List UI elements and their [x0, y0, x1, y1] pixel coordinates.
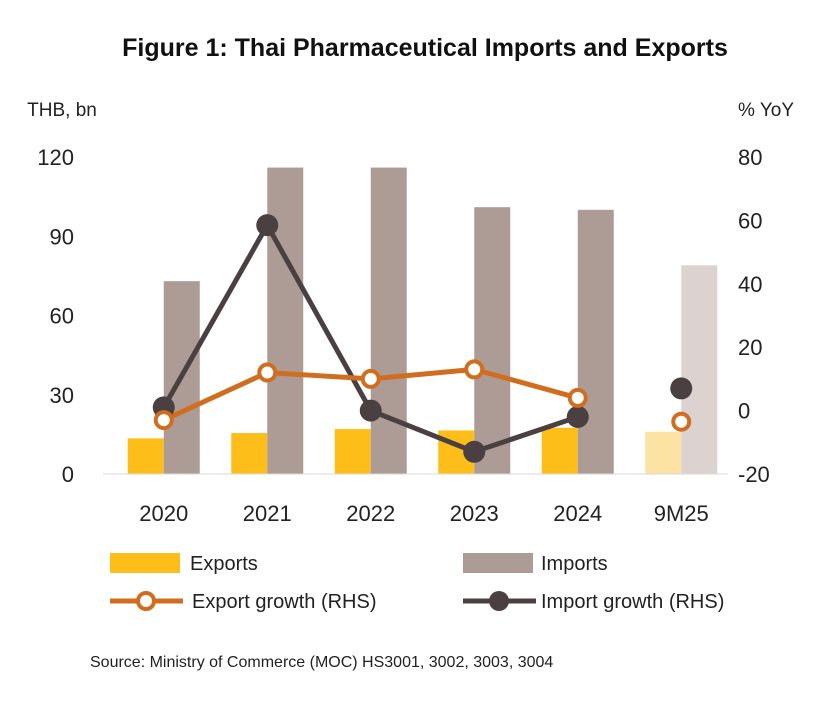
- imports-bar-9M25: [681, 265, 718, 474]
- left-axis-label: THB, bn: [27, 100, 97, 121]
- legend-import-growth-label: Import growth (RHS): [541, 591, 724, 613]
- legend-import-growth-marker: [489, 591, 509, 611]
- export-growth-point-9M25: [671, 411, 692, 432]
- right-tick-label: 60: [738, 208, 762, 233]
- exports-bar-2020: [127, 438, 164, 474]
- right-tick-label: 40: [738, 272, 762, 297]
- import-growth-point-2021: [256, 214, 279, 237]
- bar-series: [127, 167, 718, 475]
- x-tick-label: 2022: [346, 501, 395, 526]
- export-growth-point-2024: [567, 387, 588, 408]
- imports-bar-2024: [577, 209, 614, 475]
- left-tick-label: 30: [50, 383, 74, 408]
- x-tick-label: 2024: [553, 501, 602, 526]
- legend: Exports Imports Export growth (RHS) Impo…: [110, 553, 724, 613]
- legend-export-growth-label: Export growth (RHS): [192, 591, 377, 613]
- x-tick-label: 2021: [243, 501, 292, 526]
- left-tick-label: 0: [62, 462, 74, 487]
- right-tick-label: 20: [738, 335, 762, 360]
- export-growth-point-2020: [153, 410, 174, 431]
- import-growth-point-9M25: [670, 377, 693, 400]
- left-axis-ticks: 0 30 60 90 120: [37, 145, 74, 487]
- export-growth-point-2022: [360, 368, 381, 389]
- legend-exports-swatch: [110, 553, 180, 573]
- chart-title: Figure 1: Thai Pharmaceutical Imports an…: [122, 34, 728, 62]
- left-tick-label: 60: [50, 304, 74, 329]
- legend-export-growth-marker: [136, 591, 156, 611]
- x-axis-ticks: 2020 2021 2022 2023 2024 9M25: [139, 501, 709, 526]
- legend-imports-swatch: [463, 553, 533, 573]
- export-growth-point-2021: [257, 362, 278, 383]
- imports-bar-2021: [267, 167, 304, 475]
- export-growth-point-2023: [464, 359, 485, 380]
- right-axis-ticks: -20 0 20 40 60 80: [738, 145, 770, 487]
- exports-bar-2022: [334, 429, 371, 474]
- import-growth-point-2022: [359, 399, 382, 422]
- legend-imports-label: Imports: [541, 553, 608, 575]
- right-tick-label: -20: [738, 462, 770, 487]
- x-tick-label: 9M25: [654, 501, 709, 526]
- exports-bar-2024: [541, 427, 578, 474]
- import-growth-point-2024: [566, 405, 589, 428]
- right-tick-label: 80: [738, 145, 762, 170]
- imports-bar-2023: [474, 207, 511, 475]
- right-axis-label: % YoY: [738, 100, 794, 121]
- imports-bar-2022: [370, 167, 407, 475]
- left-tick-label: 90: [50, 224, 74, 249]
- exports-bar-9M25: [645, 431, 682, 474]
- legend-exports-label: Exports: [190, 553, 258, 575]
- right-tick-label: 0: [738, 399, 750, 424]
- source-note: Source: Ministry of Commerce (MOC) HS300…: [90, 654, 553, 671]
- exports-bar-2021: [231, 433, 268, 474]
- line-series: [152, 214, 693, 463]
- x-tick-label: 2020: [139, 501, 188, 526]
- x-tick-label: 2023: [450, 501, 499, 526]
- import-growth-point-2023: [463, 440, 486, 463]
- left-tick-label: 120: [37, 145, 74, 170]
